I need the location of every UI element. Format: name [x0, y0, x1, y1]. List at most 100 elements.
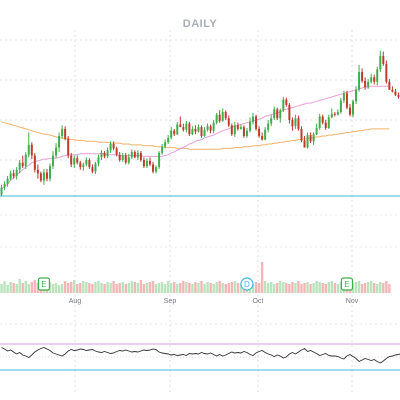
candle-body [161, 146, 164, 153]
candle-body [248, 121, 251, 131]
candle-body [261, 136, 264, 140]
candle-body [200, 127, 203, 136]
volume-bar [121, 282, 124, 293]
candle-body [148, 160, 151, 165]
candle-body [70, 155, 73, 165]
candle-body [218, 114, 221, 121]
candle-body [227, 118, 230, 126]
candle-body [321, 116, 324, 123]
volume-bar [372, 283, 376, 293]
volume-bar [288, 284, 291, 293]
candle-body [9, 173, 12, 179]
volume-bar [388, 284, 391, 293]
candle-body [394, 91, 397, 96]
candle-body [270, 118, 273, 124]
volume-bar [366, 282, 370, 293]
candle-body [167, 137, 170, 143]
volume-bar [51, 284, 55, 293]
candle-body [48, 166, 51, 179]
candle-body [355, 89, 358, 102]
candle-body [139, 152, 142, 160]
volume-bar [233, 281, 237, 293]
volume-bar [33, 280, 37, 293]
volume-bar [360, 284, 364, 293]
volume-bar [145, 283, 149, 293]
volume-bar [324, 284, 327, 293]
x-tick-label: Aug [69, 298, 82, 305]
candle-body [39, 173, 42, 181]
volume-bar [3, 281, 6, 293]
candle-body [391, 89, 394, 92]
candle-body [236, 125, 239, 129]
volume-bar [309, 284, 312, 293]
candle-body [288, 104, 291, 120]
oscillator-line [1, 347, 400, 364]
candle-body [324, 122, 327, 128]
earnings-marker-label: E [41, 280, 46, 289]
volume-bar [163, 284, 167, 293]
volume-bar [227, 283, 230, 293]
volume-bar [154, 284, 158, 293]
candle-body [300, 128, 303, 141]
candle-body [358, 72, 361, 90]
volume-bar [263, 281, 267, 293]
candle-body [385, 64, 388, 82]
candle-body [306, 135, 309, 148]
volume-bar [285, 283, 288, 293]
volume-bar [12, 283, 15, 293]
volume-bar [315, 281, 318, 293]
candle-body [276, 109, 279, 119]
volume-bar [63, 281, 67, 293]
volume-bar [206, 282, 209, 293]
volume-bar [376, 284, 379, 293]
candle-body [124, 155, 127, 163]
volume-bar [136, 283, 140, 293]
moving-average-long [1, 121, 390, 150]
volume-bar [221, 283, 224, 293]
candle-body [6, 178, 9, 184]
candle-body [155, 167, 158, 172]
candle-body [318, 116, 321, 128]
candle-body [333, 113, 336, 115]
candle-body [215, 114, 218, 123]
candle-body [197, 127, 200, 132]
volume-bar [6, 285, 9, 293]
candle-body [182, 127, 185, 130]
volume-bar [88, 283, 91, 293]
volume-bar [260, 262, 264, 293]
volume-bar [294, 283, 297, 293]
volume-bar [160, 282, 164, 293]
volume-bar [297, 281, 300, 293]
candle-body [258, 128, 261, 136]
volume-bar [276, 283, 279, 293]
candle-body [361, 72, 364, 81]
volume-bar [327, 282, 330, 293]
volume-bar [236, 283, 240, 293]
candle-body [291, 120, 294, 127]
volume-bar [15, 284, 18, 293]
volume-bar [224, 284, 227, 293]
volume-bar [173, 282, 176, 293]
candle-body [24, 154, 27, 167]
volume-bar [212, 284, 215, 293]
volume-bar [239, 284, 243, 293]
candle-body [279, 110, 282, 119]
volume-bar [76, 284, 79, 293]
volume-bar [357, 281, 361, 293]
volume-bar [197, 283, 200, 293]
candle-body [230, 125, 233, 135]
volume-bar [157, 283, 161, 293]
candle-body [206, 126, 209, 130]
volume-bar [24, 281, 27, 293]
candle-body [348, 107, 351, 115]
candle-body [264, 129, 267, 140]
volume-bar [94, 282, 97, 293]
volume-bar [69, 282, 73, 293]
candle-body [294, 118, 297, 127]
candle-body [142, 160, 145, 167]
candle-body [88, 160, 91, 168]
volume-bar [318, 282, 321, 293]
candle-body [239, 127, 242, 129]
candle-body [136, 152, 139, 158]
candle-body [352, 101, 355, 115]
